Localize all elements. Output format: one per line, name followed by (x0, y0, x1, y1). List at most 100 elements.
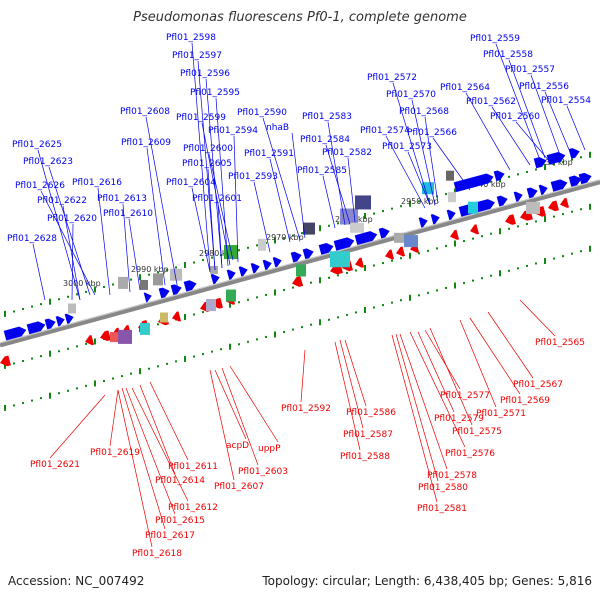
label-connector (491, 106, 531, 166)
guide-dot (238, 301, 240, 304)
guide-dot (337, 222, 339, 225)
guide-dot (409, 200, 411, 207)
bottom-gene-label: Pfl01_2577 (440, 391, 490, 401)
guide-dot (373, 212, 375, 215)
top-gene-label: Pfl01_2583 (302, 112, 352, 122)
label-connector (508, 59, 546, 159)
guide-dot (562, 255, 564, 258)
bottom-gene-label: Pfl01_2618 (132, 549, 182, 559)
guide-dot (148, 367, 150, 370)
label-connector (146, 147, 166, 286)
guide-dot (292, 286, 294, 289)
guide-dot (409, 294, 411, 301)
feature-box (140, 279, 148, 290)
forward-gene (354, 231, 378, 245)
guide-dot (157, 271, 159, 274)
feature-box (446, 170, 454, 181)
guide-dot (418, 252, 420, 255)
label-connector (347, 157, 356, 223)
guide-dot (202, 353, 204, 356)
bottom-gene-label: Pfl01_2576 (445, 449, 495, 459)
label-connector (121, 387, 166, 530)
guide-dot (589, 151, 591, 158)
feature-box (330, 251, 350, 268)
guide-dot (148, 273, 150, 276)
feature-box (170, 268, 182, 281)
guide-dot (238, 249, 240, 252)
guide-dot (13, 362, 15, 365)
label-connector (48, 166, 91, 296)
guide-dot (463, 282, 465, 285)
guide-dot (499, 270, 501, 277)
reverse-gene (292, 276, 303, 287)
top-gene-label: Pfl01_2597 (172, 51, 222, 61)
feature-box (394, 232, 404, 243)
bottom-gene-label: Pfl01_2619 (90, 448, 140, 458)
forward-gene (143, 292, 152, 303)
guide-dot (49, 350, 51, 357)
label-connector (300, 349, 306, 403)
guide-dot (454, 282, 456, 289)
bottom-gene-label: acpD (226, 441, 249, 451)
guide-dot (328, 224, 330, 227)
feature-box (110, 332, 118, 343)
guide-dot (13, 310, 15, 313)
label-connector (417, 331, 455, 413)
guide-dot (130, 372, 132, 375)
guide-dot (211, 350, 213, 353)
guide-dot (508, 175, 510, 178)
guide-dot (247, 246, 249, 249)
guide-dot (472, 279, 474, 282)
guide-dot (274, 331, 276, 338)
top-gene-label: Pfl01_2562 (466, 97, 516, 107)
guide-dot (544, 258, 546, 265)
forward-gene (578, 172, 592, 185)
bottom-gene-label: Pfl01_2615 (155, 516, 205, 526)
bottom-gene-label: uppP (258, 444, 281, 454)
guide-dot (274, 289, 276, 296)
top-gene-label: Pfl01_2610 (103, 209, 153, 219)
forward-gene (538, 184, 548, 195)
guide-dot (67, 389, 69, 392)
forward-gene (418, 217, 428, 228)
guide-dot (22, 402, 24, 405)
bottom-gene-labels: Pfl01_2621 Pfl01_2619 Pfl01_2611 Pfl01_2614… (30, 299, 585, 559)
guide-dot (535, 262, 537, 265)
label-connector (97, 187, 111, 296)
guide-dot (445, 244, 447, 247)
label-connector (207, 168, 216, 271)
guide-dot (445, 286, 447, 289)
label-connector (253, 181, 271, 253)
label-connector (325, 144, 351, 225)
bottom-gene-label: Pfl01_2621 (30, 460, 80, 470)
top-gene-label: Pfl01_2559 (470, 34, 520, 44)
top-gene-label: Pfl01_2622 (37, 196, 87, 206)
guide-dot (202, 259, 204, 262)
guide-dot (193, 261, 195, 264)
guide-dot (409, 252, 411, 259)
guide-dot (112, 283, 114, 286)
guide-dot (220, 348, 222, 351)
forward-gene (533, 157, 547, 169)
guide-dot (562, 213, 564, 216)
guide-dot (202, 311, 204, 314)
guide-dot (265, 293, 267, 296)
guide-dot (562, 161, 564, 164)
guide-dot (553, 257, 555, 260)
guide-dot (544, 164, 546, 171)
label-connector (62, 205, 81, 301)
scale-label: 2980 kbp (199, 249, 237, 258)
scale-label: 2950 kbp (401, 197, 439, 206)
map-title: Pseudomonas fluorescens Pf0-1, complete … (133, 10, 467, 25)
top-gene-label: Pfl01_2599 (176, 113, 226, 123)
scale-label: 2970 kbp (266, 233, 304, 242)
guide-dot (283, 289, 285, 292)
top-gene-label: Pfl01_2626 (15, 181, 65, 191)
guide-dot (301, 232, 303, 235)
guide-dot (544, 216, 546, 223)
feature-box (153, 273, 163, 286)
forward-gene (170, 284, 182, 296)
reverse-gene (0, 355, 11, 367)
guide-dot (589, 245, 591, 252)
label-connector (495, 43, 541, 161)
